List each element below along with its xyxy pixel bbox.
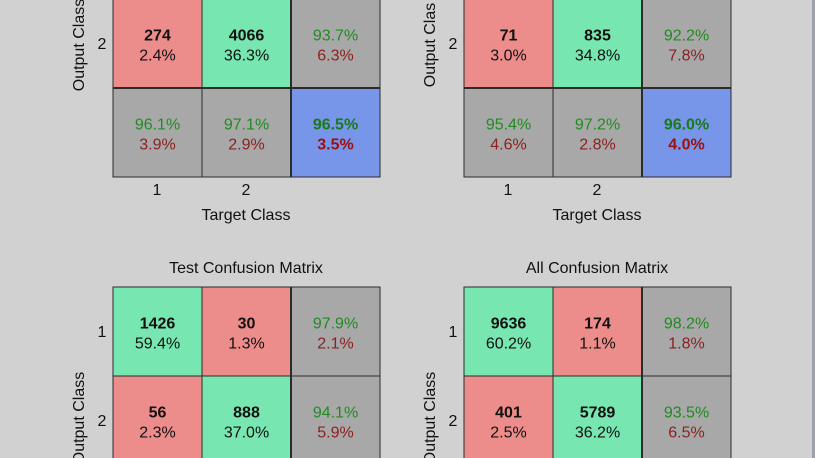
cell-accuracy: 95.4% (486, 117, 531, 134)
cell-count: 56 (149, 405, 167, 422)
cell-error: 3.9% (139, 137, 175, 154)
matrix-cell (201, 0, 292, 89)
cell-percent: 1.1% (579, 336, 615, 353)
cell-count: 1426 (140, 316, 176, 333)
cell-percent: 36.2% (575, 425, 620, 442)
chart-title: All Confusion Matrix (526, 260, 668, 277)
cell-count: 9636 (491, 316, 527, 333)
col-tick-label: 2 (242, 182, 251, 199)
matrix-cell (201, 286, 292, 377)
cell-percent: 2.5% (490, 425, 526, 442)
cell-error: 2.8% (579, 137, 615, 154)
cell-error: 7.8% (668, 48, 704, 65)
matrix-cell (552, 286, 643, 377)
y-axis-label: Output Clas (422, 3, 439, 87)
row-tick-label: 1 (98, 324, 107, 341)
cell-count: 174 (584, 316, 611, 333)
cell-error: 1.8% (668, 336, 704, 353)
cell-count: 30 (238, 316, 256, 333)
cell-percent: 59.4% (135, 336, 180, 353)
row-tick-label: 2 (98, 413, 107, 430)
cell-accuracy: 98.2% (664, 316, 709, 333)
cell-accuracy: 96.1% (135, 117, 180, 134)
cell-percent: 34.8% (575, 48, 620, 65)
col-tick-label: 2 (593, 182, 602, 199)
matrix-cell (641, 375, 732, 458)
col-tick-label: 1 (153, 182, 162, 199)
row-tick-label: 2 (449, 413, 458, 430)
matrix-cell (641, 286, 732, 377)
cell-error: 3.5% (317, 137, 353, 154)
matrix-cell (112, 286, 203, 377)
cell-error: 2.9% (228, 137, 264, 154)
cell-percent: 60.2% (486, 336, 531, 353)
cell-count: 888 (233, 405, 260, 422)
cell-percent: 37.0% (224, 425, 269, 442)
matrix-cell (112, 0, 203, 89)
y-axis-label: Output Class (71, 0, 88, 91)
cell-accuracy: 96.0% (664, 117, 709, 134)
cell-count: 4066 (229, 28, 265, 45)
cell-error: 4.0% (668, 137, 704, 154)
cell-percent: 3.0% (490, 48, 526, 65)
matrix-cell (112, 87, 203, 178)
cell-accuracy: 97.9% (313, 316, 358, 333)
matrix-cell (112, 375, 203, 458)
cell-error: 5.9% (317, 425, 353, 442)
y-axis-label: Output Class (422, 372, 439, 458)
row-tick-label: 2 (449, 36, 458, 53)
cell-error: 6.3% (317, 48, 353, 65)
x-axis-label: Target Class (202, 207, 291, 224)
cell-error: 4.6% (490, 137, 526, 154)
col-tick-label: 1 (504, 182, 513, 199)
matrix-cell (290, 375, 381, 458)
row-tick-label: 1 (449, 324, 458, 341)
cell-error: 6.5% (668, 425, 704, 442)
matrix-cell (201, 87, 292, 178)
cell-count: 274 (144, 28, 171, 45)
cell-accuracy: 97.2% (575, 117, 620, 134)
cell-accuracy: 97.1% (224, 117, 269, 134)
cell-accuracy: 96.5% (313, 117, 358, 134)
cell-count: 71 (500, 28, 518, 45)
cell-accuracy: 93.7% (313, 28, 358, 45)
cell-percent: 1.3% (228, 336, 264, 353)
matrix-cell (290, 286, 381, 377)
cell-percent: 36.3% (224, 48, 269, 65)
matrix-cell (641, 87, 732, 178)
row-tick-label: 2 (98, 36, 107, 53)
matrix-cell (463, 87, 554, 178)
cell-error: 2.1% (317, 336, 353, 353)
window-edge (812, 0, 815, 458)
cell-count: 401 (495, 405, 522, 422)
x-axis-label: Target Class (553, 207, 642, 224)
cell-count: 835 (584, 28, 611, 45)
matrix-cell (463, 375, 554, 458)
cell-accuracy: 94.1% (313, 405, 358, 422)
cell-accuracy: 93.5% (664, 405, 709, 422)
cell-percent: 2.4% (139, 48, 175, 65)
cell-count: 5789 (580, 405, 616, 422)
chart-title: Test Confusion Matrix (169, 260, 323, 277)
cell-percent: 2.3% (139, 425, 175, 442)
cell-accuracy: 92.2% (664, 28, 709, 45)
y-axis-label: Output Class (71, 372, 88, 458)
matrix-cell (552, 0, 643, 89)
